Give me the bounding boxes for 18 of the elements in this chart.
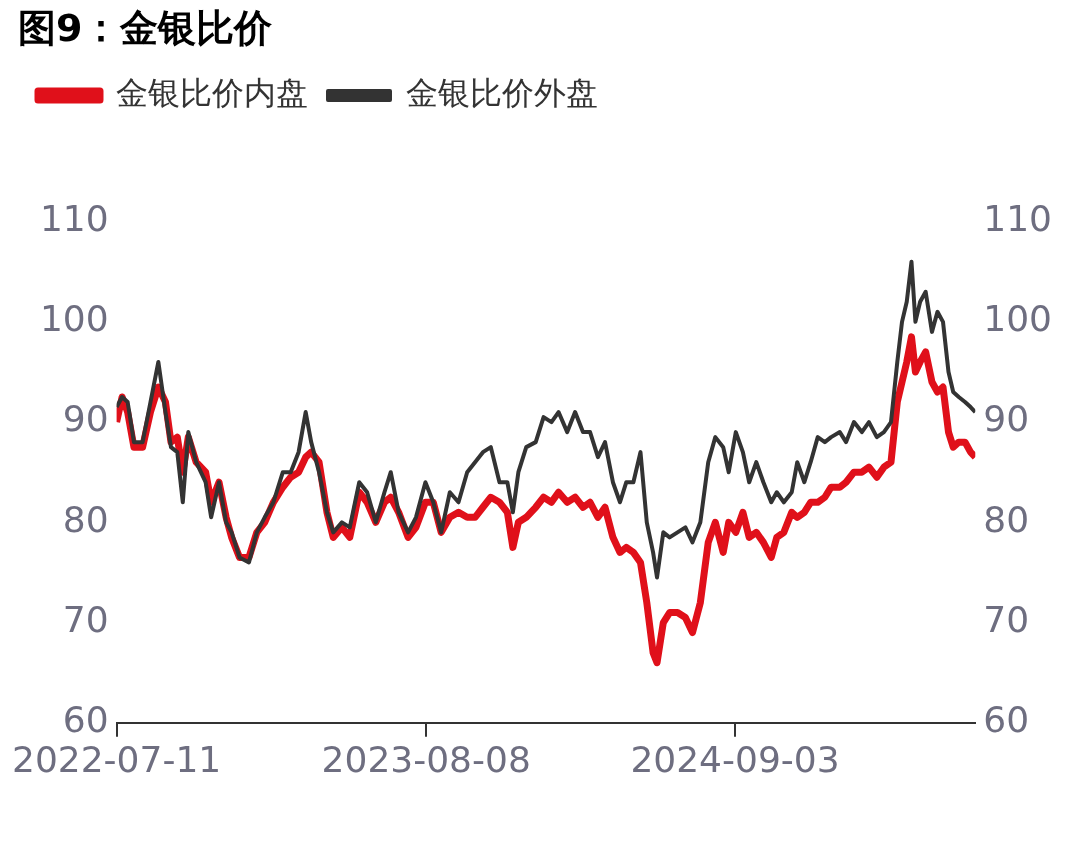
y-tick-label: 60 xyxy=(62,699,109,741)
y-tick-label: 110 xyxy=(39,197,109,239)
y2-tick-label: 70 xyxy=(983,598,1030,640)
x-tick-label: 2024-09-03 xyxy=(630,738,840,780)
y2-tick-label: 80 xyxy=(983,498,1030,540)
legend-label: 金银比价外盘 xyxy=(406,73,598,112)
x-tick-label: 2022-07-11 xyxy=(12,738,222,780)
chart-title: 图9：金银比价 xyxy=(18,5,273,50)
legend-label: 金银比价内盘 xyxy=(116,73,308,112)
y-tick-label: 90 xyxy=(62,398,109,440)
y-tick-label: 80 xyxy=(62,498,109,540)
y2-tick-label: 90 xyxy=(983,398,1030,440)
y2-tick-label: 110 xyxy=(983,197,1053,239)
y2-tick-label: 100 xyxy=(983,298,1053,340)
y-tick-label: 70 xyxy=(62,598,109,640)
y-tick-label: 100 xyxy=(39,298,109,340)
x-tick-label: 2023-08-08 xyxy=(321,738,531,780)
y2-tick-label: 60 xyxy=(983,699,1030,741)
